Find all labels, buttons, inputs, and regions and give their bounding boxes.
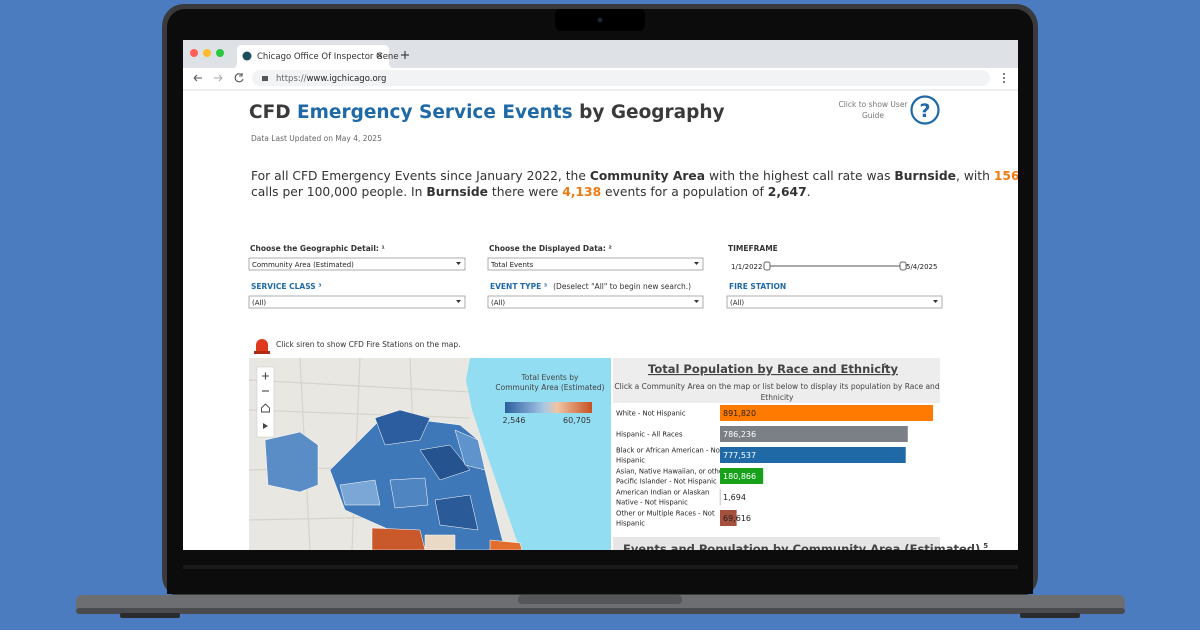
filter-label: TIMEFRAME <box>728 244 778 253</box>
community-area[interactable] <box>425 535 455 550</box>
category-label: Other or Multiple Races - Not <box>616 510 715 518</box>
chart-title: Total Population by Race and Ethnicity <box>648 362 898 376</box>
summary-text: events for a population of <box>601 185 768 199</box>
map-legend-title: Community Area (Estimated) <box>495 383 604 392</box>
trackpad-notch <box>518 595 682 604</box>
value-label: 891,820 <box>723 409 756 418</box>
dropdown[interactable] <box>488 296 703 308</box>
summary-text: with the highest call rate was <box>705 169 894 183</box>
value-label: 69,616 <box>723 514 751 523</box>
filter-label: SERVICE CLASS ³ <box>251 282 322 291</box>
siren-base[interactable] <box>254 351 270 354</box>
summary-highlight: 4,138 <box>562 185 601 199</box>
category-label: Asian, Native Hawaiian, or other <box>616 468 726 476</box>
bezel-bottom <box>167 550 1033 594</box>
dropdown-value[interactable]: (All) <box>730 299 744 307</box>
dropdown-value[interactable]: Total Events <box>490 261 534 269</box>
summary-line: For all CFD Emergency Events since Janua… <box>251 169 1050 183</box>
population-chart: Total Population by Race and Ethnicity 4… <box>613 358 940 531</box>
summary-text: calls per 100,000 people. In <box>251 185 426 199</box>
chart-subtitle: Click a Community Area on the map or lis… <box>614 382 939 391</box>
summary-text: there were <box>488 185 562 199</box>
category-label: Hispanic <box>616 457 645 465</box>
category-label: American Indian or Alaskan <box>616 489 709 497</box>
guide-icon-glyph[interactable]: ? <box>919 100 930 122</box>
summary-text: , with <box>956 169 994 183</box>
timeframe-start: 1/1/2022 <box>731 263 762 271</box>
map-legend-max: 60,705 <box>563 416 591 425</box>
filter-label-text: EVENT TYPE ³ <box>490 282 547 291</box>
guide-link[interactable]: Guide <box>862 111 884 120</box>
summary-bold: Burnside <box>894 169 956 183</box>
guide-link[interactable]: Click to show User <box>838 100 908 109</box>
chart-footnote: 4 <box>882 362 887 370</box>
map-legend-gradient <box>505 402 592 413</box>
value-label: 786,236 <box>723 430 756 439</box>
camera <box>598 18 603 23</box>
summary-bold: Community Area <box>590 169 705 183</box>
lock-icon <box>262 76 268 81</box>
category-label: Native - Not Hispanic <box>616 499 688 507</box>
map-legend-min: 2,546 <box>503 416 526 425</box>
foot <box>1020 613 1080 618</box>
dropdown-value[interactable]: Community Area (Estimated) <box>252 261 354 269</box>
summary-line: calls per 100,000 people. In Burnside th… <box>251 185 811 199</box>
filter-label: Choose the Displayed Data: ² <box>489 244 612 253</box>
foot <box>120 613 180 618</box>
hinge <box>183 565 1018 569</box>
url-domain: www.igchicago.org <box>306 74 386 84</box>
category-label: Black or African American - Not <box>616 447 723 455</box>
map-legend-title: Total Events by <box>521 373 579 382</box>
dropdown-value[interactable]: (All) <box>491 299 505 307</box>
siren-icon[interactable] <box>256 339 268 352</box>
url-scheme: https:// <box>276 74 307 84</box>
menu-button[interactable] <box>1003 73 1005 83</box>
filter-label: Choose the Geographic Detail: ¹ <box>250 244 385 253</box>
next-section-footnote: 5 <box>983 542 988 550</box>
url: https://www.igchicago.org <box>276 74 386 84</box>
filter-note: (Deselect "All" to begin new search.) <box>553 282 691 291</box>
value-label: 777,537 <box>723 451 756 460</box>
category-label: White - Not Hispanic <box>616 410 686 418</box>
title-end: by Geography <box>573 102 725 123</box>
last-updated: Data Last Updated on May 4, 2025 <box>251 134 382 143</box>
siren-hint: Click siren to show CFD Fire Stations on… <box>276 340 461 349</box>
title-highlight: Emergency Service Events <box>297 102 573 123</box>
dropdown[interactable] <box>727 296 942 308</box>
timeframe-end: 5/4/2025 <box>906 263 937 271</box>
summary-bold: Burnside <box>426 185 488 199</box>
close-window[interactable] <box>190 49 198 57</box>
community-area[interactable] <box>372 528 425 550</box>
category-label: Pacific Islander - Not Hispanic <box>616 478 717 486</box>
value-label: 180,866 <box>723 472 756 481</box>
chart-subtitle: Ethnicity <box>761 393 794 402</box>
screen: Chicago Office Of Inspector Gene https:/… <box>183 40 1050 557</box>
maximize-window[interactable] <box>216 49 224 57</box>
page-title: CFD Emergency Service Events by Geograph… <box>249 102 725 123</box>
community-area[interactable] <box>265 432 318 492</box>
slider-handle[interactable] <box>764 262 770 270</box>
minimize-window[interactable] <box>203 49 211 57</box>
summary-text: . <box>807 185 811 199</box>
laptop-base-edge <box>76 608 1125 614</box>
category-label: Hispanic <box>616 520 645 528</box>
dropdown[interactable] <box>249 296 465 308</box>
value-label: 1,694 <box>723 493 746 502</box>
title-start: CFD <box>249 102 297 123</box>
summary-text: For all CFD Emergency Events since Janua… <box>251 169 590 183</box>
category-label: Hispanic - All Races <box>616 431 683 439</box>
summary-bold: 2,647 <box>768 185 807 199</box>
filter-label: FIRE STATION <box>729 282 786 291</box>
favicon <box>243 52 252 61</box>
community-area[interactable] <box>390 478 428 508</box>
filter-label: EVENT TYPE ³ (Deselect "All" to begin new… <box>490 282 691 291</box>
dropdown-value[interactable]: (All) <box>252 299 266 307</box>
